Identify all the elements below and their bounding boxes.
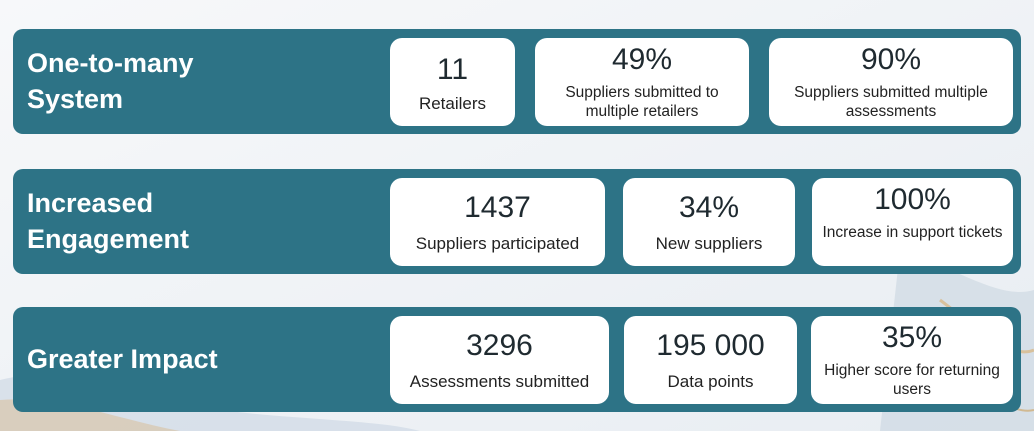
stat-value: 11	[436, 53, 469, 86]
stat-card-support-tickets: 100% Increase in support tickets	[812, 178, 1013, 266]
stat-value: 3296	[466, 329, 533, 362]
stat-card-retailers: 11 Retailers	[390, 38, 515, 126]
stat-value: 35%	[881, 321, 943, 354]
stat-card-data-points: 195 000 Data points	[624, 316, 797, 404]
stat-label: Higher score for returning users	[824, 362, 1000, 398]
stat-value: 49%	[611, 43, 673, 76]
stat-label: Increase in support tickets	[822, 224, 1003, 241]
stat-value: 90%	[860, 43, 922, 76]
stat-card-multiple-retailers: 49% Suppliers submitted to multiple reta…	[535, 38, 749, 126]
stat-label: Suppliers participated	[415, 234, 580, 253]
stat-card-multiple-assessments: 90% Suppliers submitted multiple assessm…	[769, 38, 1013, 126]
stat-card-new-suppliers: 34% New suppliers	[623, 178, 795, 266]
stat-value: 195 000	[656, 329, 765, 362]
stat-label: New suppliers	[655, 234, 763, 253]
stat-label: Assessments submitted	[409, 372, 590, 391]
stat-card-higher-score: 35% Higher score for returning users	[811, 316, 1013, 404]
section-title: One-to-many System	[27, 48, 194, 114]
stat-label: Suppliers submitted to multiple retailer…	[565, 84, 719, 120]
stat-value: 100%	[874, 183, 951, 216]
stat-card-assessments-submitted: 3296 Assessments submitted	[390, 316, 609, 404]
stat-label: Retailers	[418, 94, 487, 113]
stat-label: Suppliers submitted multiple assessments	[794, 84, 988, 120]
stat-value: 34%	[678, 191, 740, 224]
stat-card-suppliers-participated: 1437 Suppliers participated	[390, 178, 605, 266]
section-title: Increased Engagement	[27, 188, 190, 254]
stat-value: 1437	[464, 191, 531, 224]
stat-label: Data points	[667, 372, 754, 391]
section-title: Greater Impact	[27, 344, 218, 374]
